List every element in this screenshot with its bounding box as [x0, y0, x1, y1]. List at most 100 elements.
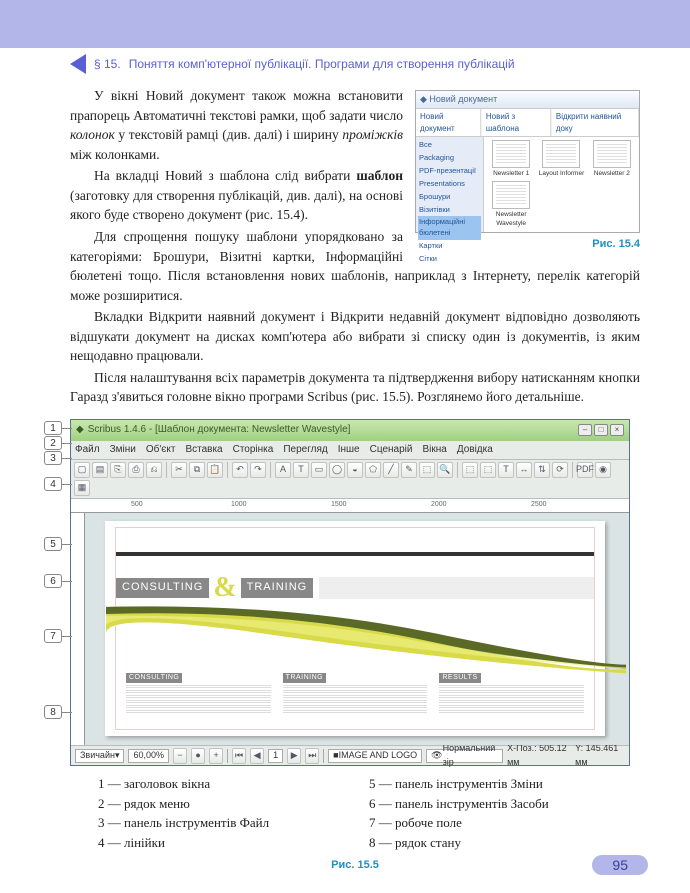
menu-item[interactable]: Перегляд: [283, 443, 327, 458]
fig-15-5-caption: Рис. 15.5: [70, 858, 640, 874]
section-header: § 15. Поняття комп'ютерної публікації. П…: [0, 48, 690, 74]
toolbar-button[interactable]: ↔: [516, 462, 532, 478]
toolbar-button[interactable]: ⬠: [365, 462, 381, 478]
toolbar-button[interactable]: ⧉: [189, 462, 205, 478]
zoom-out-button[interactable]: −: [173, 748, 187, 764]
category-item[interactable]: Все: [418, 139, 481, 152]
category-item[interactable]: Presentations: [418, 178, 481, 191]
toolbar-button[interactable]: ▦: [74, 480, 90, 496]
toolbar-button[interactable]: ◯: [329, 462, 345, 478]
callout-badge: 8: [44, 705, 62, 719]
toolbar-button[interactable]: ↶: [232, 462, 248, 478]
category-item[interactable]: Брошури: [418, 191, 481, 204]
page-next-button[interactable]: ▶: [287, 748, 301, 764]
toolbar-button[interactable]: ↷: [250, 462, 266, 478]
callout-badge: 5: [44, 537, 62, 551]
zoom-reset-button[interactable]: ●: [191, 748, 205, 764]
document-page: CONSULTING & TRAINING CONSULTINGTRAINING…: [105, 521, 605, 736]
page-top-bar: [0, 0, 690, 48]
menu-item[interactable]: Вікна: [422, 443, 446, 458]
template-thumb[interactable]: Newsletter 1: [487, 140, 535, 178]
canvas-workspace[interactable]: CONSULTING & TRAINING CONSULTINGTRAINING…: [85, 513, 629, 745]
tab-from-template[interactable]: Новий з шаблона: [482, 109, 551, 136]
category-item[interactable]: Візитівки: [418, 204, 481, 217]
window-titlebar: ◆ Scribus 1.4.6 - [Шаблон документа: New…: [71, 420, 629, 441]
toolbar-button[interactable]: ✎: [401, 462, 417, 478]
menu-item[interactable]: Сторінка: [233, 443, 274, 458]
toolbar-button[interactable]: ⬚: [462, 462, 478, 478]
status-unit[interactable]: Звичайн ▾: [75, 749, 124, 763]
menu-item[interactable]: Об'єкт: [146, 443, 176, 458]
toolbar-button[interactable]: ◒: [347, 462, 363, 478]
maximize-button[interactable]: □: [594, 424, 608, 436]
status-page[interactable]: 1: [268, 749, 283, 763]
page-prev-button[interactable]: ◀: [250, 748, 264, 764]
callout-badge: 6: [44, 574, 62, 588]
toolbar-button[interactable]: A: [275, 462, 291, 478]
toolbar-button[interactable]: ⎌: [146, 462, 162, 478]
template-thumb[interactable]: Newsletter Wavestyle: [487, 181, 535, 229]
toolbar-button[interactable]: ▤: [92, 462, 108, 478]
toolbar-file: ▢▤⎘⎙⎌✂⧉📋↶↷AT▭◯◒⬠╱✎⬚🔍⬚⬚T↔⇅⟳PDF◉▦: [71, 460, 629, 499]
tab-open-existing[interactable]: Відкрити наявний доку: [552, 109, 639, 136]
close-button[interactable]: ×: [610, 424, 624, 436]
window-title: Scribus 1.4.6 - [Шаблон документа: Newsl…: [88, 423, 351, 438]
page-first-button[interactable]: ⏮: [232, 748, 246, 764]
editor-body: CONSULTING & TRAINING CONSULTINGTRAINING…: [71, 513, 629, 745]
text-column: CONSULTING: [126, 673, 271, 719]
toolbar-button[interactable]: 🔍: [437, 462, 453, 478]
minimize-button[interactable]: –: [578, 424, 592, 436]
toolbar-button[interactable]: ✂: [171, 462, 187, 478]
legend-item: 4 — лінійки: [98, 833, 369, 853]
toolbar-button[interactable]: T: [498, 462, 514, 478]
status-layer[interactable]: ■ IMAGE AND LOGO: [328, 749, 422, 763]
toolbar-button[interactable]: ▭: [311, 462, 327, 478]
text-column: TRAINING: [283, 673, 428, 719]
menu-item[interactable]: Вставка: [185, 443, 222, 458]
toolbar-button[interactable]: ⬚: [480, 462, 496, 478]
toolbar-button[interactable]: PDF: [577, 462, 593, 478]
text-column: RESULTS: [439, 673, 584, 719]
toolbar-button[interactable]: 📋: [207, 462, 223, 478]
toolbar-button[interactable]: ⎙: [128, 462, 144, 478]
dialog-tabs: Новий документ Новий з шаблона Відкрити …: [416, 109, 639, 137]
menu-item[interactable]: Довідка: [457, 443, 493, 458]
template-thumb[interactable]: Newsletter 2: [588, 140, 636, 178]
menu-item[interactable]: Зміни: [110, 443, 136, 458]
legend-left: 1 — заголовок вікна2 — рядок меню3 — пан…: [98, 774, 369, 852]
category-item[interactable]: Картки: [418, 240, 481, 253]
page-margin-guide: CONSULTING & TRAINING CONSULTINGTRAINING…: [115, 527, 595, 730]
page-content: ◆ Новий документ Новий документ Новий з …: [0, 74, 690, 874]
toolbar-button[interactable]: ⎘: [110, 462, 126, 478]
status-vision[interactable]: 👁 Нормальний зір: [426, 749, 503, 763]
status-bar: Звичайн ▾ 60,00% − ● + ⏮ ◀ 1 ▶ ⏭ ■ IMAGE…: [71, 745, 629, 765]
toolbar-button[interactable]: ⟳: [552, 462, 568, 478]
category-item[interactable]: Інформаційні бюлетені: [418, 216, 481, 240]
toolbar-button[interactable]: ⇅: [534, 462, 550, 478]
callout-labels: 12345678: [44, 419, 70, 766]
toolbar-button[interactable]: ▢: [74, 462, 90, 478]
dialog-body: ВсеPackagingPDF-презентаціїPresentations…: [416, 137, 639, 232]
paragraph-5: Після налаштування всіх параметрів докум…: [70, 368, 640, 407]
category-item[interactable]: Сітки: [418, 253, 481, 266]
app-icon: ◆: [76, 423, 84, 438]
toolbar-button[interactable]: ⬚: [419, 462, 435, 478]
category-item[interactable]: Packaging: [418, 152, 481, 165]
template-thumb[interactable]: Layout Informer: [537, 140, 585, 178]
menu-item[interactable]: Сценарій: [370, 443, 413, 458]
menu-item[interactable]: Файл: [75, 443, 100, 458]
zoom-in-button[interactable]: +: [209, 748, 223, 764]
page-last-button[interactable]: ⏭: [305, 748, 319, 764]
tab-new-doc[interactable]: Новий документ: [416, 109, 481, 136]
menu-item[interactable]: Інше: [338, 443, 360, 458]
figure-legend: 1 — заголовок вікна2 — рядок меню3 — пан…: [98, 774, 640, 852]
toolbar-button[interactable]: ╱: [383, 462, 399, 478]
callout-badge: 2: [44, 436, 62, 450]
callout-badge: 1: [44, 421, 62, 435]
toolbar-button[interactable]: ◉: [595, 462, 611, 478]
toolbar-button[interactable]: T: [293, 462, 309, 478]
status-zoom[interactable]: 60,00%: [128, 749, 169, 763]
category-item[interactable]: PDF-презентації: [418, 165, 481, 178]
figure-15-5: 12345678 ◆ Scribus 1.4.6 - [Шаблон докум…: [70, 419, 640, 766]
category-list: ВсеPackagingPDF-презентаціїPresentations…: [416, 137, 484, 232]
